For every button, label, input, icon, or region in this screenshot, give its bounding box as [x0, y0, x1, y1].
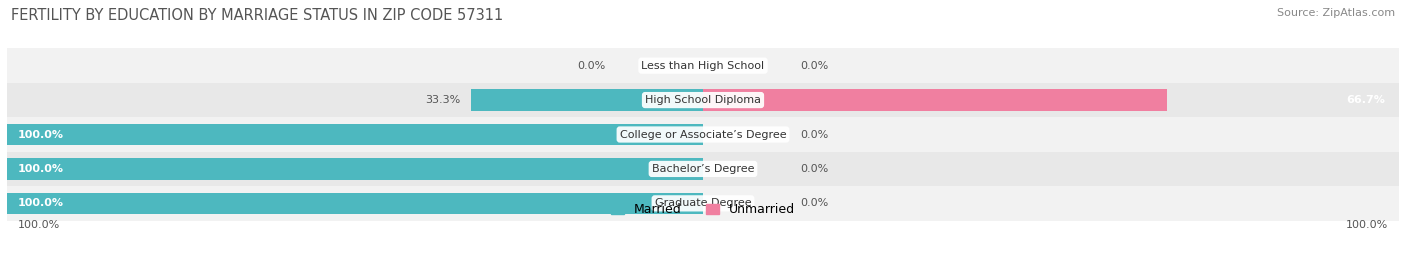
Text: 0.0%: 0.0%: [800, 61, 828, 71]
Text: 66.7%: 66.7%: [1346, 95, 1385, 105]
Bar: [7, 193, 703, 214]
Bar: [7, 124, 703, 145]
Text: Bachelor’s Degree: Bachelor’s Degree: [652, 164, 754, 174]
Text: 0.0%: 0.0%: [800, 198, 828, 208]
Text: 100.0%: 100.0%: [17, 220, 59, 230]
Bar: [471, 89, 703, 111]
Bar: [703, 89, 1167, 111]
Bar: [7, 83, 1399, 117]
Bar: [7, 152, 1399, 186]
Text: 0.0%: 0.0%: [800, 129, 828, 140]
Bar: [7, 117, 1399, 152]
Text: Graduate Degree: Graduate Degree: [655, 198, 751, 208]
Text: College or Associate’s Degree: College or Associate’s Degree: [620, 129, 786, 140]
Text: Source: ZipAtlas.com: Source: ZipAtlas.com: [1277, 8, 1395, 18]
Text: 33.3%: 33.3%: [426, 95, 461, 105]
Legend: Married, Unmarried: Married, Unmarried: [612, 203, 794, 216]
Text: High School Diploma: High School Diploma: [645, 95, 761, 105]
Text: 100.0%: 100.0%: [17, 129, 63, 140]
Text: Less than High School: Less than High School: [641, 61, 765, 71]
Text: 0.0%: 0.0%: [578, 61, 606, 71]
Text: 0.0%: 0.0%: [800, 164, 828, 174]
Text: 100.0%: 100.0%: [1347, 220, 1389, 230]
Bar: [7, 158, 703, 180]
Bar: [7, 186, 1399, 221]
Text: 100.0%: 100.0%: [17, 164, 63, 174]
Bar: [7, 48, 1399, 83]
Text: 100.0%: 100.0%: [17, 198, 63, 208]
Text: FERTILITY BY EDUCATION BY MARRIAGE STATUS IN ZIP CODE 57311: FERTILITY BY EDUCATION BY MARRIAGE STATU…: [11, 8, 503, 23]
